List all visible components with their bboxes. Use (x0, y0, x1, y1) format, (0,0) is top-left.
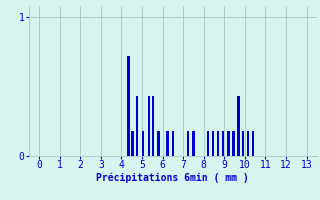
Bar (192, 131, 195, 156)
X-axis label: Précipitations 6min ( mm ): Précipitations 6min ( mm ) (96, 173, 249, 183)
Bar (237, 96, 240, 156)
Bar (142, 131, 144, 156)
Bar (232, 131, 235, 156)
Bar (227, 131, 229, 156)
Bar (136, 96, 138, 156)
Bar (148, 96, 150, 156)
Bar (187, 131, 189, 156)
Bar (252, 131, 254, 156)
Bar (166, 131, 169, 156)
Bar (242, 131, 244, 156)
Bar (217, 131, 219, 156)
Bar (206, 131, 209, 156)
Bar (212, 131, 214, 156)
Bar (152, 96, 155, 156)
Bar (222, 131, 224, 156)
Bar (157, 131, 160, 156)
Bar (247, 131, 249, 156)
Bar (132, 131, 134, 156)
Bar (172, 131, 174, 156)
Bar (127, 56, 130, 156)
